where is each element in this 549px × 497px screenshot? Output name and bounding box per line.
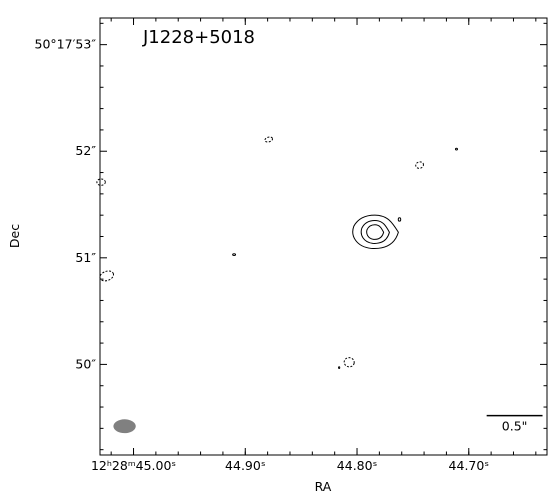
negative-contour-5: [343, 357, 355, 368]
scale-bar: 0.5": [486, 414, 543, 434]
contour-layer: [96, 136, 458, 434]
beam-ellipse: [113, 419, 136, 434]
negative-contour-3: [264, 136, 274, 143]
negative-contour-1: [99, 270, 115, 282]
source-contour-1: [352, 214, 399, 249]
small-negative-contour-1: [232, 253, 237, 256]
x-tick-label: 44.90ˢ: [225, 458, 265, 473]
source-contour-2: [360, 220, 390, 244]
y-tick-label: 50°17′53″: [35, 37, 97, 52]
plot-frame: [99, 17, 548, 456]
y-axis-label: Dec: [7, 224, 22, 248]
small-negative-contour-2: [338, 366, 341, 369]
x-tick-label: 44.70ˢ: [449, 458, 489, 473]
small-positive-contour-2: [454, 147, 458, 151]
negative-contour-4: [415, 161, 424, 169]
scalebar-label: 0.5": [502, 419, 528, 434]
tick-marks: [100, 18, 547, 455]
y-tick-label: 51″: [75, 250, 96, 265]
y-tick-label: 50″: [75, 356, 96, 371]
negative-contour-2: [96, 178, 106, 186]
small-positive-contour-1: [397, 217, 402, 222]
y-tick-label: 52″: [75, 143, 96, 158]
source-contour-3: [366, 224, 385, 240]
tick-labels: 12ʰ28ᵐ45.00ˢ 44.90ˢ 44.80ˢ 44.70ˢ 50°17′53″ 5…: [35, 37, 489, 473]
x-tick-label: 12ʰ28ᵐ45.00ˢ: [91, 458, 176, 473]
x-tick-label: 44.80ˢ: [337, 458, 377, 473]
x-axis-label: RA: [315, 479, 332, 494]
chart-title: J1228+5018: [142, 27, 255, 48]
